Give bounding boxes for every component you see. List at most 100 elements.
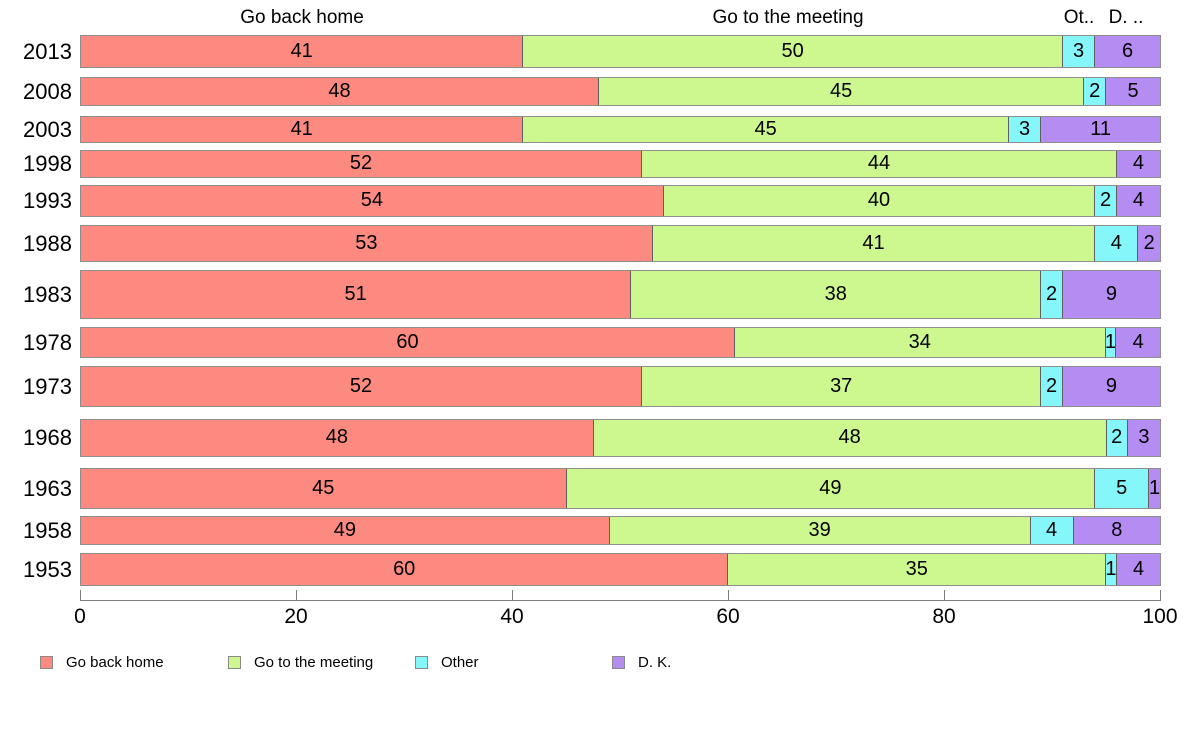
- bar-segment: 1: [1105, 328, 1117, 357]
- bar-segment: 34: [734, 328, 1106, 357]
- x-axis-line: [80, 600, 1161, 601]
- bar-segment: 35: [728, 554, 1107, 585]
- segment-value-label: 9: [1105, 374, 1117, 397]
- segment-value-label: 2: [1089, 79, 1101, 102]
- x-axis-tick-label: 20: [284, 605, 308, 628]
- legend-label-other: Other: [441, 653, 479, 671]
- bar-segment: 2: [1095, 186, 1117, 216]
- bar-segment: 1: [1149, 469, 1160, 508]
- bar-segment: 38: [631, 271, 1042, 318]
- bar-segment: 60: [81, 328, 735, 357]
- segment-value-label: 3: [1072, 39, 1085, 62]
- segment-value-label: 5: [1127, 79, 1139, 102]
- legend-swatch-other: [415, 655, 428, 669]
- bar-segment: 48: [593, 420, 1107, 456]
- x-axis-tick-label: 0: [74, 605, 86, 628]
- segment-value-label: 5: [1116, 476, 1128, 499]
- bar-row: 49 39 4 8: [80, 516, 1161, 545]
- segment-value-label: 6: [1122, 39, 1134, 62]
- bar-segment: 39: [609, 517, 1031, 544]
- segment-value-label: 37: [830, 374, 853, 397]
- legend-swatch-go-back-home: [40, 655, 53, 669]
- segment-value-label: 4: [1046, 518, 1058, 541]
- bar-segment: 40: [663, 186, 1096, 216]
- bar-segment: 3: [1127, 420, 1160, 456]
- bar-row: 45 49 5 1: [80, 468, 1161, 509]
- segment-value-label: 50: [781, 39, 804, 62]
- bar-segment: 4: [1095, 226, 1139, 261]
- segment-value-label: 1: [1149, 476, 1161, 499]
- segment-value-label: 45: [830, 79, 853, 102]
- year-label: 2013: [23, 39, 72, 64]
- segment-value-label: 41: [290, 39, 313, 62]
- year-label: 1988: [23, 231, 72, 256]
- bar-segment: 45: [81, 469, 567, 508]
- legend-label-go-back-home: Go back home: [66, 653, 164, 671]
- year-label: 1953: [23, 557, 72, 582]
- bar-segment: 45: [523, 117, 1009, 142]
- bar-segment: 2: [1106, 420, 1128, 456]
- bar-segment: 4: [1116, 554, 1160, 585]
- x-axis-tick: [1160, 590, 1161, 600]
- bar-segment: 48: [81, 78, 599, 105]
- bar-segment: 4: [1116, 151, 1160, 177]
- bar-segment: 8: [1073, 517, 1160, 544]
- year-label: 2003: [23, 117, 72, 142]
- bar-row: 60 35 1 4: [80, 553, 1161, 586]
- segment-value-label: 44: [867, 152, 891, 175]
- bar-segment: 2: [1084, 78, 1107, 105]
- segment-value-label: 48: [328, 79, 351, 102]
- segment-value-label: 2: [1111, 426, 1123, 449]
- segment-value-label: 48: [838, 426, 861, 449]
- year-label: 1993: [23, 188, 72, 213]
- column-header-go-to-the-meeting: Go to the meeting: [712, 7, 864, 28]
- legend-item-dk: D. K.: [612, 652, 671, 672]
- legend-label-go-to-the-meeting: Go to the meeting: [254, 653, 374, 671]
- bar-segment: 11: [1041, 117, 1160, 142]
- bar-row: 51 38 2 9: [80, 270, 1161, 319]
- year-label: 2008: [23, 79, 72, 104]
- segment-value-label: 2: [1143, 231, 1155, 254]
- bar-segment: 49: [566, 469, 1096, 508]
- bar-segment: 4: [1116, 328, 1160, 357]
- segment-value-label: 53: [355, 231, 378, 254]
- year-label: 1978: [23, 330, 72, 355]
- bar-row: 48 45 2 5: [80, 77, 1161, 106]
- bar-row: 52 37 2 9: [80, 366, 1161, 407]
- year-label: 1973: [23, 374, 72, 399]
- segment-value-label: 49: [819, 476, 842, 499]
- bar-segment: 2: [1138, 226, 1160, 261]
- legend-item-go-back-home: Go back home: [40, 652, 164, 672]
- segment-value-label: 2: [1046, 374, 1058, 397]
- bar-segment: 41: [652, 226, 1096, 261]
- legend-label-dk: D. K.: [638, 653, 672, 671]
- segment-value-label: 3: [1138, 426, 1150, 449]
- x-axis-tick-label: 100: [1142, 605, 1178, 628]
- segment-value-label: 11: [1090, 117, 1112, 140]
- bar-segment: 6: [1095, 36, 1160, 67]
- x-axis-tick: [944, 590, 945, 600]
- bar-segment: 49: [81, 517, 610, 544]
- bar-segment: 45: [598, 78, 1085, 105]
- legend-item-other: Other: [415, 652, 479, 672]
- bar-segment: 5: [1095, 469, 1150, 508]
- bar-segment: 4: [1030, 517, 1074, 544]
- year-label: 1968: [23, 425, 72, 450]
- bar-segment: 41: [81, 117, 524, 142]
- segment-value-label: 45: [754, 117, 777, 140]
- segment-value-label: 4: [1132, 557, 1144, 580]
- segment-value-label: 41: [862, 231, 885, 254]
- x-axis-tick-label: 80: [932, 605, 956, 628]
- column-header-other-truncated: Ot..: [1063, 7, 1095, 28]
- column-header-dk-truncated: D. ..: [1108, 7, 1144, 28]
- x-axis-tick: [512, 590, 513, 600]
- bar-segment: 3: [1062, 36, 1096, 67]
- segment-value-label: 49: [333, 518, 356, 541]
- segment-value-label: 4: [1132, 189, 1144, 212]
- bar-row: 52 44 4: [80, 150, 1161, 178]
- bar-segment: 9: [1062, 271, 1160, 318]
- segment-value-label: 35: [905, 557, 928, 580]
- segment-value-label: 41: [290, 117, 313, 140]
- bar-segment: 51: [81, 271, 632, 318]
